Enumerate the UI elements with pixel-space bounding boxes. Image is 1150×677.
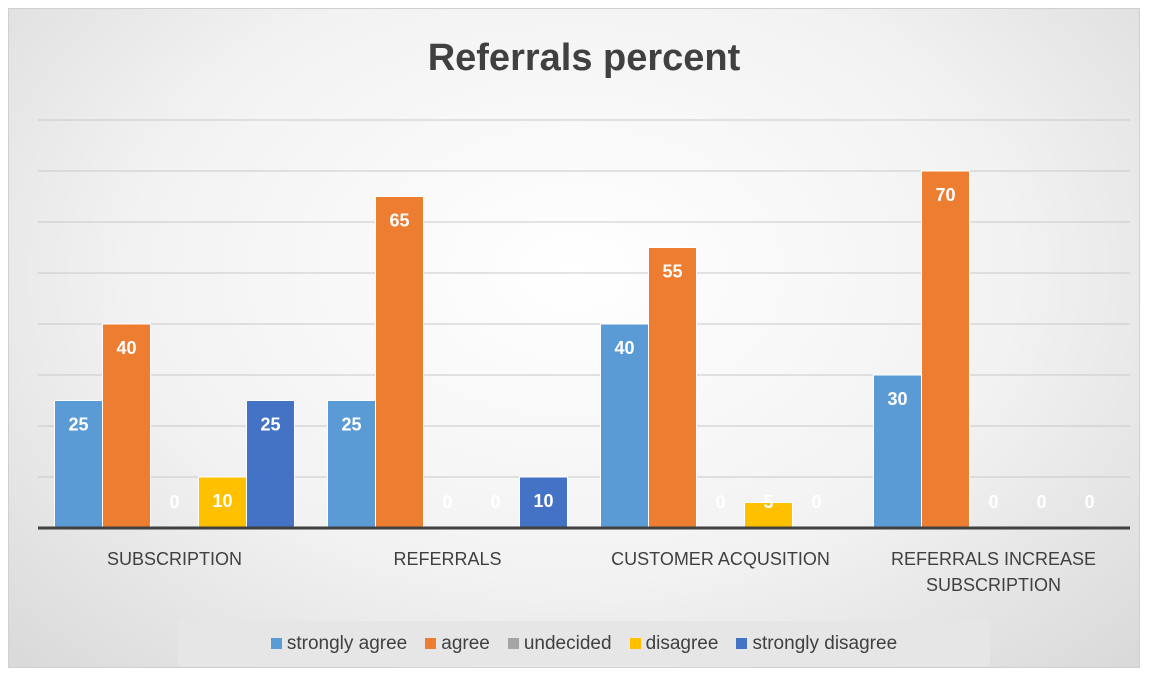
x-tick-label: SUBSCRIPTION <box>106 549 243 569</box>
bar <box>54 400 103 529</box>
bar <box>873 374 922 529</box>
legend-swatch <box>270 638 282 649</box>
legend-label: undecided <box>523 632 612 654</box>
bar <box>648 247 697 529</box>
legend-label: strongly disagree <box>752 632 898 654</box>
legend-label: disagree <box>645 632 719 654</box>
data-label: 0 <box>442 492 452 512</box>
legend-item: undecided <box>507 632 612 655</box>
x-tick-label: REFERRALS INCREASE SUBSCRIPTION <box>890 549 1097 595</box>
data-label: 10 <box>533 491 553 511</box>
data-label: 0 <box>811 492 821 512</box>
data-label: 70 <box>935 185 955 205</box>
data-label: 10 <box>212 491 232 511</box>
bar <box>375 196 424 529</box>
legend-swatch <box>425 638 437 649</box>
bar <box>744 502 793 529</box>
x-tick-label: CUSTOMER ACQUSITION <box>611 549 830 569</box>
legend-item: strongly disagree <box>736 633 897 655</box>
data-label: 5 <box>763 492 773 512</box>
legend-swatch <box>736 638 748 649</box>
data-label: 65 <box>389 210 409 230</box>
x-tick-label: REFERRALS <box>393 549 502 569</box>
bar <box>600 323 649 529</box>
legend-item: strongly agree <box>270 632 408 655</box>
data-label: 25 <box>341 414 361 434</box>
data-label: 25 <box>260 414 280 434</box>
legend: strongly agree agree undecided disagree stro… <box>178 621 990 666</box>
data-label: 0 <box>169 492 179 512</box>
legend-swatch <box>629 638 641 649</box>
bar <box>519 476 568 529</box>
data-label: 40 <box>614 338 634 358</box>
legend-label: strongly agree <box>286 632 408 654</box>
chart-title: Referrals percent <box>428 37 741 79</box>
legend-item: agree <box>425 633 490 655</box>
data-label: 40 <box>116 338 136 358</box>
bar <box>102 323 151 529</box>
data-label: 30 <box>887 389 907 409</box>
data-label: 0 <box>988 492 998 512</box>
data-label: 55 <box>662 261 682 281</box>
data-label: 0 <box>1036 492 1046 512</box>
data-label: 0 <box>490 492 500 512</box>
data-label: 0 <box>715 492 725 512</box>
data-label: 0 <box>1084 492 1094 512</box>
bar <box>198 476 247 529</box>
legend-label: agree <box>441 632 490 654</box>
bar <box>921 170 970 529</box>
data-label: 25 <box>68 414 88 434</box>
bar <box>327 400 376 529</box>
legend-item: disagree <box>629 632 719 655</box>
legend-swatch <box>507 638 519 649</box>
